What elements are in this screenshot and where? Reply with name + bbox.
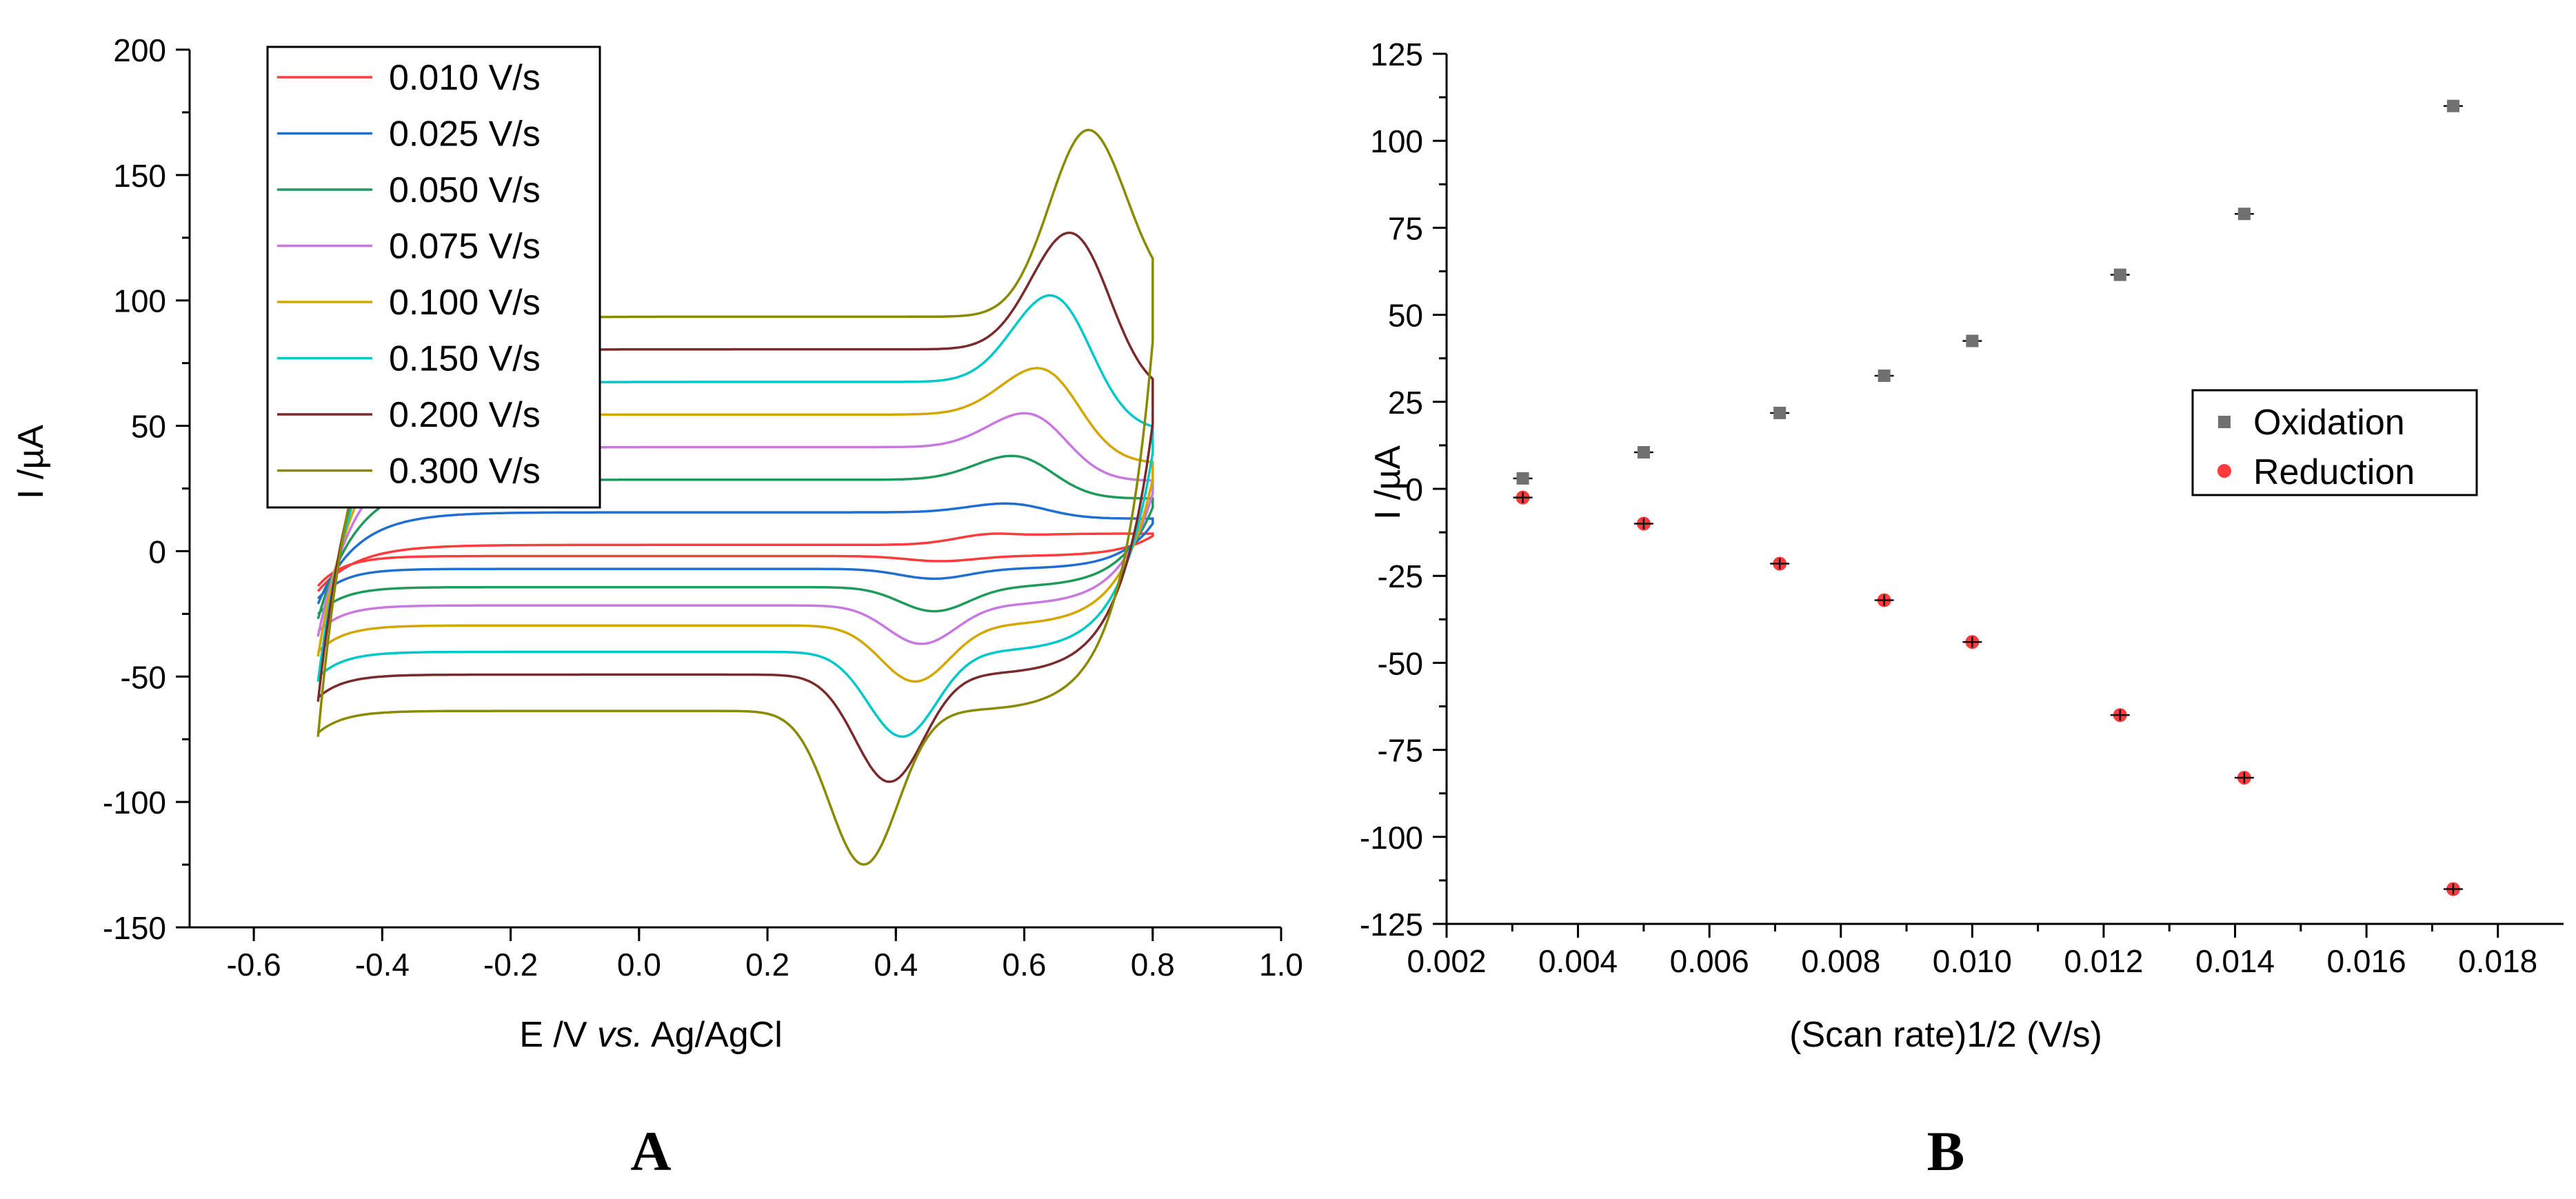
panel-b-x-tick-label: 0.012: [2064, 943, 2143, 979]
panel-a-legend-entry: 0.100 V/s: [389, 283, 541, 323]
panel-a-y-axis-label: I /µA: [11, 425, 51, 499]
panel-a-legend-box: [266, 46, 601, 509]
panel-a-y-tick-label: -150: [103, 910, 166, 946]
panel-b-y-tick-label: -50: [1378, 645, 1423, 681]
panel-b-x-tick-label: 0.002: [1407, 943, 1486, 979]
oxidation-point: [1966, 334, 1979, 347]
panel-a-x-axis-label-part-3: Ag/AgCl: [643, 1015, 782, 1055]
panel-b-x-axis-label: (Scan rate)1/2 (V/s): [1789, 1015, 2102, 1055]
panel-b-x-tick-label: 0.004: [1538, 943, 1618, 979]
reduction-legend-label: Reduction: [2253, 452, 2415, 492]
panel-b-legend: Oxidation Reduction: [2191, 389, 2478, 496]
panel-b-label: B: [1927, 1120, 1965, 1182]
panel-a-legend: 0.010 V/s 0.025 V/s 0.050 V/s 0.075 V/s 0.10…: [266, 46, 601, 509]
panel-b-y-axis-label: I /µA: [1368, 445, 1408, 520]
panel-a-x-axis-label: E /V vs. Ag/AgCl: [519, 1015, 783, 1055]
panel-a-x-tick-label: -0.2: [483, 947, 538, 983]
panel-b-axes: -125 -100 -75 -50 -25 0 25 50 75 100 125 0.002 0.004…: [1360, 37, 2564, 979]
panel-a-y-tick-label: 150: [113, 158, 166, 194]
panel-a-y-tick-label: -50: [121, 659, 166, 695]
panel-a-label: A: [630, 1120, 671, 1182]
panel-a-y-tick-label: 200: [113, 32, 166, 68]
panel-b-y-tick-label: 100: [1370, 123, 1423, 159]
panel-a-y-tick-label: 50: [131, 409, 166, 445]
panel-a-x-tick-label: 0.6: [1003, 947, 1047, 983]
panel-a-legend-entry: 0.075 V/s: [389, 227, 541, 267]
panel-b-y-tick-label: -75: [1378, 733, 1423, 769]
oxidation-legend-marker: [2218, 416, 2231, 428]
panel-a-axes: -150 -100 -50 0 50 100 150 200 -0.6 -0.4 -0.2 0.0 0.…: [103, 32, 1303, 983]
panel-a-series-curve: [316, 532, 1154, 592]
panel-b-y-tick-label: 50: [1388, 298, 1423, 334]
panel-a-x-tick-label: 0.4: [874, 947, 918, 983]
panel-b-x-tick-label: 0.006: [1670, 943, 1749, 979]
panel-a-y-tick-label: 100: [113, 283, 166, 319]
panel-a-x-tick-label: 1.0: [1259, 947, 1303, 983]
panel-b-y-tick-label: 125: [1370, 37, 1423, 72]
panel-a-x-tick-label: 0.0: [617, 947, 661, 983]
panel-a-legend-entry: 0.010 V/s: [389, 58, 541, 98]
panel-a-series-curve: [316, 502, 1154, 605]
panel-b-y-tick-label: -125: [1360, 907, 1423, 943]
panel-a-x-axis-label-part-2: vs.: [597, 1015, 643, 1055]
panel-a-y-tick-label: -100: [103, 785, 166, 820]
panel-b-y-tick-label: 75: [1388, 210, 1423, 246]
panel-a-y-tick-label: 0: [148, 534, 166, 570]
panel-a-x-tick-label: -0.6: [226, 947, 281, 983]
oxidation-point: [1773, 406, 1787, 419]
oxidation-point: [1878, 369, 1891, 382]
panel-b-legend-box: [2191, 389, 2478, 496]
panel-a-x-tick-label: -0.4: [355, 947, 410, 983]
oxidation-point: [1637, 445, 1650, 459]
panel-a-legend-entry: 0.025 V/s: [389, 114, 541, 154]
panel-b-y-tick-label: -100: [1360, 820, 1423, 856]
oxidation-legend-label: Oxidation: [2253, 403, 2405, 443]
panel-b-x-tick-label: 0.014: [2195, 943, 2275, 979]
reduction-legend-marker: [2217, 464, 2231, 478]
panel-b-x-tick-label: 0.018: [2458, 943, 2537, 979]
panel-b-x-tick-label: 0.010: [1933, 943, 2012, 979]
oxidation-point: [2446, 99, 2459, 112]
panel-b-y-tick-label: 25: [1388, 385, 1423, 421]
panel-b-y-tick-label: 0: [1405, 472, 1423, 507]
panel-a-x-tick-label: 0.2: [745, 947, 789, 983]
panel-b-peak-current-scatter: -125 -100 -75 -50 -25 0 25 50 75 100 125 0.002 0.004…: [1360, 37, 2564, 1182]
panel-a-legend-entry: 0.200 V/s: [389, 395, 541, 435]
oxidation-point: [2113, 268, 2126, 281]
panel-a-legend-entry: 0.150 V/s: [389, 339, 541, 379]
panel-b-y-tick-label: -25: [1378, 558, 1423, 594]
panel-a-x-axis-label-part-1: E /V: [519, 1015, 597, 1055]
panel-a-x-tick-label: 0.8: [1131, 947, 1175, 983]
oxidation-point: [1516, 472, 1529, 485]
panel-a-cyclic-voltammogram: -150 -100 -50 0 50 100 150 200 -0.6 -0.4 -0.2 0.0 0.…: [11, 32, 1303, 1182]
panel-b-x-tick-label: 0.016: [2327, 943, 2406, 979]
panel-b-x-tick-label: 0.008: [1801, 943, 1880, 979]
panel-a-legend-entry: 0.050 V/s: [389, 170, 541, 210]
panel-b-points: [1513, 99, 2463, 896]
panel-a-legend-entry: 0.300 V/s: [389, 452, 541, 492]
oxidation-point: [2237, 208, 2251, 221]
